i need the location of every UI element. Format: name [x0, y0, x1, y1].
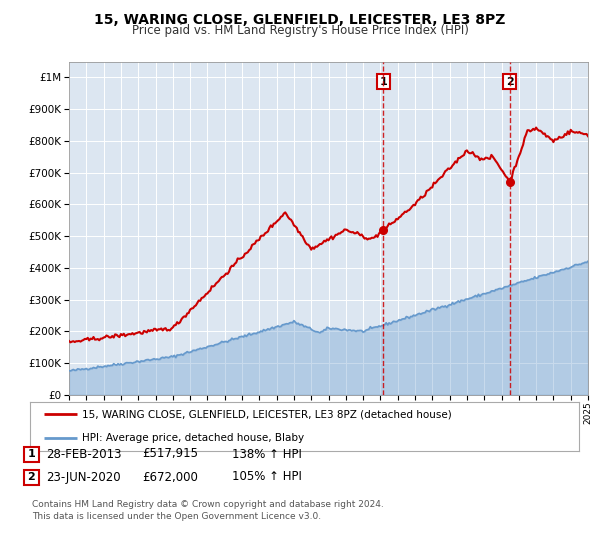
Text: 23-JUN-2020: 23-JUN-2020 [46, 470, 121, 483]
Text: 105% ↑ HPI: 105% ↑ HPI [232, 470, 302, 483]
Text: Contains HM Land Registry data © Crown copyright and database right 2024.
This d: Contains HM Land Registry data © Crown c… [32, 500, 384, 521]
Text: £672,000: £672,000 [142, 470, 198, 483]
Text: 1: 1 [28, 449, 35, 459]
Text: Price paid vs. HM Land Registry's House Price Index (HPI): Price paid vs. HM Land Registry's House … [131, 24, 469, 36]
FancyBboxPatch shape [24, 446, 39, 461]
Text: 2: 2 [506, 77, 514, 87]
Text: 2: 2 [28, 472, 35, 482]
Text: HPI: Average price, detached house, Blaby: HPI: Average price, detached house, Blab… [82, 433, 304, 443]
Text: 15, WARING CLOSE, GLENFIELD, LEICESTER, LE3 8PZ: 15, WARING CLOSE, GLENFIELD, LEICESTER, … [94, 13, 506, 27]
Text: £517,915: £517,915 [142, 447, 198, 460]
Text: 138% ↑ HPI: 138% ↑ HPI [232, 447, 302, 460]
Text: 15, WARING CLOSE, GLENFIELD, LEICESTER, LE3 8PZ (detached house): 15, WARING CLOSE, GLENFIELD, LEICESTER, … [82, 409, 452, 419]
FancyBboxPatch shape [24, 469, 39, 484]
Text: 28-FEB-2013: 28-FEB-2013 [46, 447, 121, 460]
Text: 1: 1 [379, 77, 387, 87]
